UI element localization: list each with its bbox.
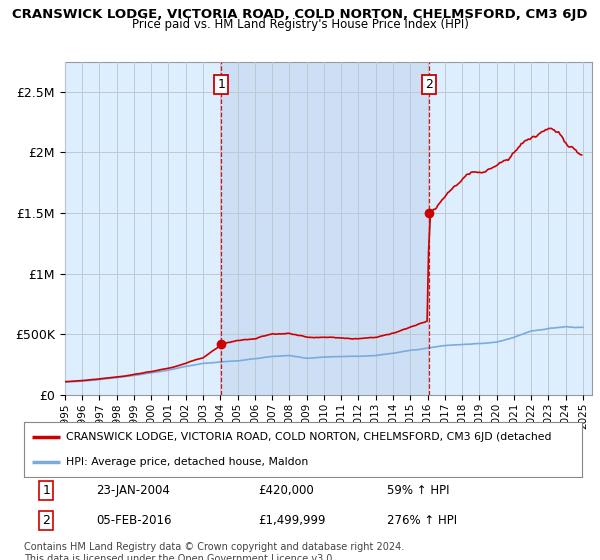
Text: CRANSWICK LODGE, VICTORIA ROAD, COLD NORTON, CHELMSFORD, CM3 6JD (detached: CRANSWICK LODGE, VICTORIA ROAD, COLD NOR…	[66, 432, 551, 442]
Bar	[221, 62, 429, 395]
Text: 2: 2	[425, 78, 433, 91]
Text: £1,499,999: £1,499,999	[259, 514, 326, 527]
Text: Contains HM Land Registry data © Crown copyright and database right 2024.
This d: Contains HM Land Registry data © Crown c…	[24, 542, 404, 560]
Text: Price paid vs. HM Land Registry's House Price Index (HPI): Price paid vs. HM Land Registry's House …	[131, 18, 469, 31]
Text: 59% ↑ HPI: 59% ↑ HPI	[387, 484, 449, 497]
Text: CRANSWICK LODGE, VICTORIA ROAD, COLD NORTON, CHELMSFORD, CM3 6JD: CRANSWICK LODGE, VICTORIA ROAD, COLD NOR…	[12, 8, 588, 21]
Text: 276% ↑ HPI: 276% ↑ HPI	[387, 514, 457, 527]
Text: HPI: Average price, detached house, Maldon: HPI: Average price, detached house, Mald…	[66, 458, 308, 467]
Text: 1: 1	[43, 484, 50, 497]
Text: 05-FEB-2016: 05-FEB-2016	[97, 514, 172, 527]
Text: 23-JAN-2004: 23-JAN-2004	[97, 484, 170, 497]
Text: £420,000: £420,000	[259, 484, 314, 497]
Text: 1: 1	[217, 78, 225, 91]
Text: 2: 2	[43, 514, 50, 527]
